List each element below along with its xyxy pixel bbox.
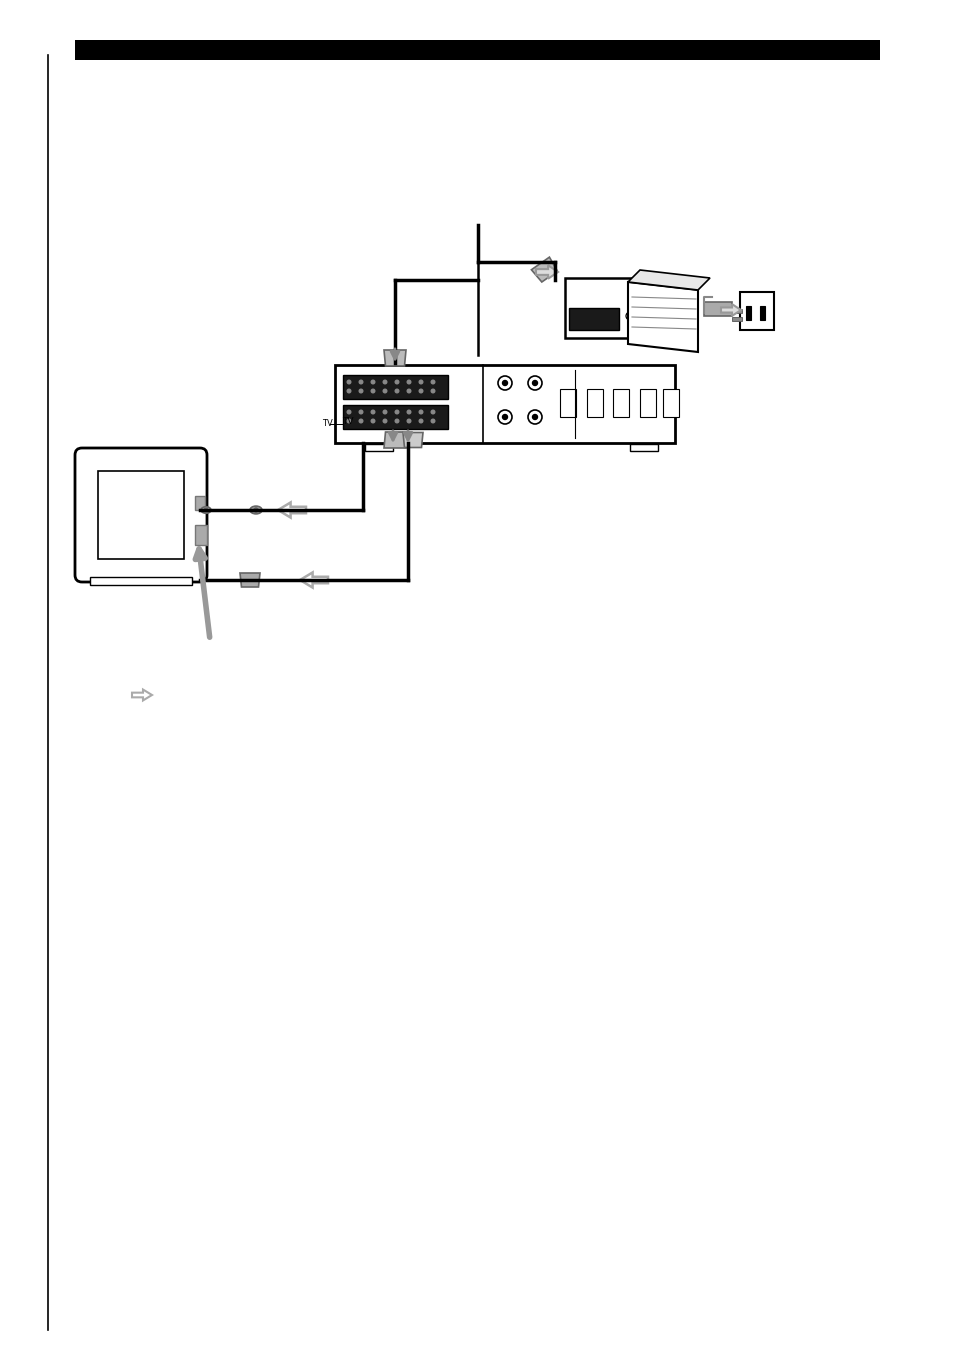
Circle shape (371, 411, 375, 413)
Circle shape (347, 419, 351, 423)
Text: TV: TV (342, 417, 354, 427)
Polygon shape (277, 503, 306, 518)
Bar (335, 364, 675, 443)
Circle shape (527, 411, 541, 424)
Circle shape (418, 411, 422, 413)
Bar (564, 278, 679, 337)
Circle shape (359, 411, 362, 413)
Circle shape (642, 312, 650, 320)
Text: TV: TV (321, 420, 332, 428)
Circle shape (395, 389, 398, 393)
Circle shape (395, 411, 398, 413)
Bar (639, 389, 656, 417)
Bar (586, 389, 602, 417)
Circle shape (371, 389, 375, 393)
Circle shape (383, 389, 386, 393)
Circle shape (347, 381, 351, 383)
Bar (613, 389, 628, 417)
Bar (75, 41, 879, 60)
Bar (194, 524, 207, 545)
Circle shape (502, 415, 507, 420)
Circle shape (497, 411, 512, 424)
Circle shape (418, 389, 422, 393)
Circle shape (359, 389, 362, 393)
Circle shape (532, 415, 537, 420)
Bar (98, 472, 184, 560)
Circle shape (625, 312, 634, 320)
Circle shape (431, 389, 435, 393)
Bar (662, 389, 679, 417)
Bar (740, 291, 773, 331)
Circle shape (527, 375, 541, 390)
Bar (629, 444, 658, 451)
Bar (760, 306, 764, 320)
Polygon shape (402, 432, 422, 447)
Polygon shape (720, 304, 740, 316)
Polygon shape (132, 690, 152, 701)
Polygon shape (536, 266, 558, 279)
Circle shape (497, 375, 512, 390)
Circle shape (407, 389, 411, 393)
Circle shape (383, 381, 386, 383)
Bar (365, 444, 393, 451)
Circle shape (431, 381, 435, 383)
Circle shape (407, 419, 411, 423)
Circle shape (418, 381, 422, 383)
Circle shape (431, 411, 435, 413)
Circle shape (347, 389, 351, 393)
Circle shape (371, 381, 375, 383)
Circle shape (395, 381, 398, 383)
Polygon shape (384, 432, 406, 449)
Circle shape (383, 411, 386, 413)
Bar (559, 389, 576, 417)
Circle shape (431, 419, 435, 423)
Circle shape (371, 419, 375, 423)
Circle shape (395, 419, 398, 423)
Bar (343, 375, 448, 398)
Circle shape (532, 381, 537, 386)
Ellipse shape (201, 507, 211, 514)
Ellipse shape (250, 507, 262, 514)
Circle shape (418, 419, 422, 423)
Circle shape (253, 508, 258, 512)
Bar (194, 496, 205, 509)
Circle shape (383, 419, 386, 423)
Bar (703, 302, 731, 316)
Bar (568, 308, 618, 331)
Circle shape (660, 312, 668, 320)
Polygon shape (299, 572, 328, 588)
Bar (731, 309, 741, 313)
Circle shape (204, 508, 208, 512)
FancyBboxPatch shape (75, 449, 207, 583)
Bar (745, 306, 750, 320)
Polygon shape (384, 350, 406, 366)
Polygon shape (627, 270, 709, 290)
Circle shape (347, 411, 351, 413)
Circle shape (407, 411, 411, 413)
Polygon shape (531, 257, 557, 282)
Bar (343, 405, 448, 430)
Circle shape (407, 381, 411, 383)
Bar (731, 317, 741, 321)
Circle shape (502, 381, 507, 386)
Bar (90, 577, 192, 585)
Circle shape (359, 381, 362, 383)
Polygon shape (240, 573, 260, 587)
Circle shape (359, 419, 362, 423)
Polygon shape (627, 282, 698, 352)
